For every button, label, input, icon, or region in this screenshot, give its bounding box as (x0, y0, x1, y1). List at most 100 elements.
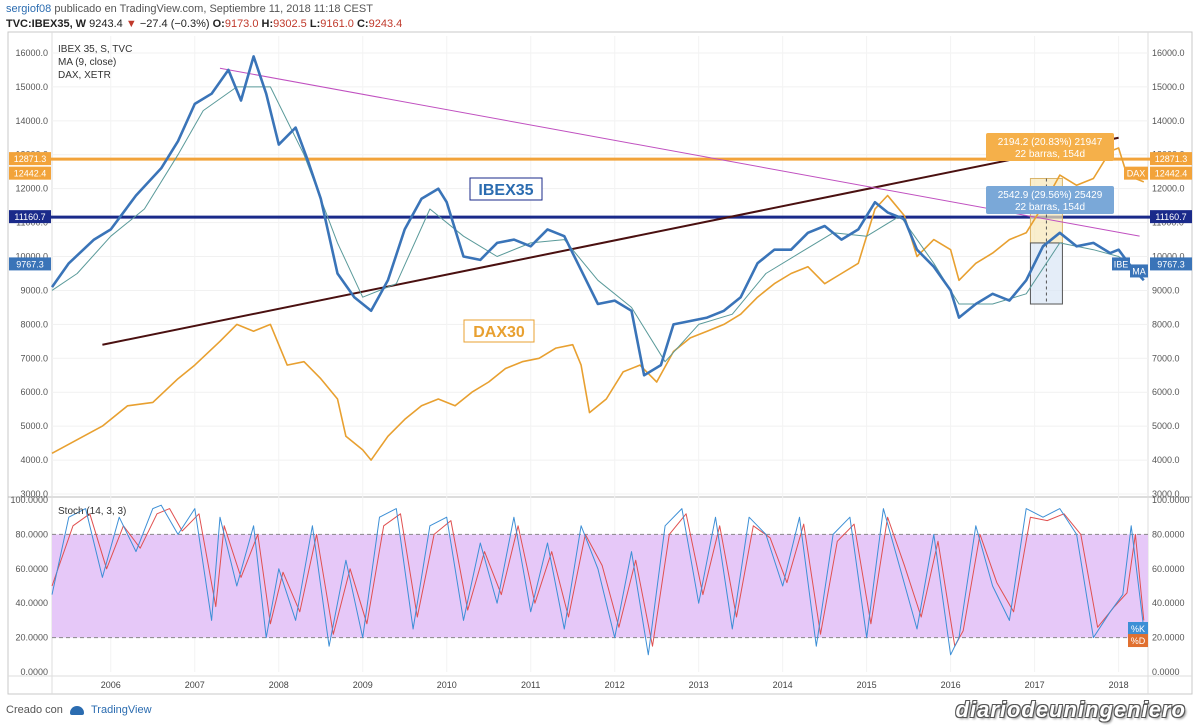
stoch-y-tick-right: 60.0000 (1152, 564, 1185, 574)
ibex-label: IBEX35 (478, 182, 533, 199)
stoch-k-line (51, 504, 1145, 656)
watermark: diariodeuningeniero (955, 697, 1186, 722)
y-tick-label-right: 9000.0 (1152, 285, 1180, 295)
dax-label-box (463, 319, 535, 343)
x-tick-label: 2006 (101, 680, 121, 690)
ma-end-tag: MA (1132, 266, 1146, 276)
stoch-y-tick-left: 40.0000 (15, 598, 48, 608)
x-tick-label: 2014 (773, 680, 793, 690)
left-orange-level-tag: 12871.3 (14, 154, 47, 164)
right-ibex-last-tag: 9767.3 (1157, 259, 1185, 269)
stoch-y-tick-left: 20.0000 (15, 633, 48, 643)
x-tick-label: 2010 (437, 680, 457, 690)
dax-series-line (51, 147, 1145, 461)
dax-measure-tooltip (986, 133, 1114, 161)
stoch-y-tick-left: 60.0000 (15, 564, 48, 574)
y-tick-label-left: 4000.0 (20, 455, 48, 465)
y-tick-label-right: 14000.0 (1152, 116, 1185, 126)
y-tick-label-left: 16000.0 (15, 48, 48, 58)
left-navy-level-tag: 11160.7 (14, 212, 45, 222)
ibe-end-tag-bg (1112, 257, 1130, 271)
ma-end-tag-bg (1130, 264, 1148, 278)
stoch-y-tick-right: 80.0000 (1152, 529, 1185, 539)
stoch-k-tag-bg (1128, 622, 1148, 635)
y-tick-label-right: 6000.0 (1152, 387, 1180, 397)
x-tick-label: 2007 (185, 680, 205, 690)
ibex-ma-line (51, 86, 1145, 363)
x-tick-label: 2013 (689, 680, 709, 690)
publish-info: sergiof08 publicado en TradingView.com, … (6, 3, 373, 15)
legend-ibex: IBEX 35, S, TVC (58, 44, 132, 55)
stoch-k-tag: %K (1131, 624, 1145, 634)
y-tick-label-right: 8000.0 (1152, 319, 1180, 329)
stoch-d-line (51, 508, 1145, 647)
symbol-info: TVC:IBEX35, W 9243.4 ▼ −27.4 (−0.3%) O:9… (6, 18, 402, 30)
low-label: L: (309, 18, 321, 30)
ibex-label-box (469, 177, 543, 201)
y-tick-label-right: 10000.0 (1152, 252, 1185, 262)
close-label: C: (356, 18, 369, 30)
footer: Creado con TradingView (6, 704, 152, 716)
ibe-end-tag: IBE (1114, 259, 1129, 269)
support-trendline (102, 136, 1119, 346)
y-tick-label-right: 12000.0 (1152, 184, 1185, 194)
right-orange-level-tag-bg (1150, 152, 1192, 166)
legend-dax: DAX, XETR (58, 70, 111, 81)
left-navy-level-tag-bg (9, 210, 51, 224)
tradingview-link[interactable]: TradingView (91, 704, 152, 716)
dax-label: DAX30 (473, 324, 525, 341)
x-tick-label: 2009 (353, 680, 373, 690)
dax-measure-text: 2194.2 (20.83%) 21947 (998, 137, 1103, 148)
last-price: 9243.4 (89, 18, 123, 30)
x-tick-label: 2017 (1025, 680, 1045, 690)
y-tick-label-left: 3000.0 (20, 489, 48, 499)
change-arrow: ▼ (125, 18, 137, 30)
stoch-y-tick-right: 20.0000 (1152, 633, 1185, 643)
right-navy-level-tag-bg (1150, 210, 1192, 224)
x-tick-label: 2012 (605, 680, 625, 690)
author-name[interactable]: sergiof08 (6, 3, 52, 15)
stoch-d-tag: %D (1131, 636, 1146, 646)
high-label: H: (261, 18, 274, 30)
right-orange-level2-tag-bg (1150, 166, 1192, 180)
dax-end-tag: DAX (1127, 169, 1146, 179)
symbol: TVC:IBEX35, W (6, 18, 87, 30)
low-value: 9161.0 (320, 18, 354, 30)
stoch-d-tag-bg (1128, 634, 1148, 648)
y-tick-label-right: 4000.0 (1152, 455, 1180, 465)
x-tick-label: 2011 (521, 680, 540, 690)
right-orange-level-tag: 12871.3 (1155, 154, 1188, 164)
stoch-y-tick-left: 80.0000 (15, 529, 48, 539)
x-tick-label: 2016 (941, 680, 961, 690)
ibex-measure-text: 2542.9 (29.56%) 25429 (998, 190, 1103, 201)
high-value: 9302.5 (273, 18, 307, 30)
left-ibex-last-tag: 9767.3 (16, 259, 44, 269)
y-tick-label-left: 8000.0 (20, 319, 48, 329)
ibex-measure-tooltip (986, 186, 1114, 214)
stoch-legend: Stoch (14, 3, 3) (58, 506, 126, 517)
published-text: publicado en TradingView.com, Septiembre… (54, 3, 373, 15)
y-tick-label-left: 15000.0 (15, 82, 48, 92)
y-tick-label-right: 7000.0 (1152, 353, 1180, 363)
right-navy-level-tag: 11160.7 (1155, 212, 1186, 222)
legend-ma: MA (9, close) (58, 57, 116, 68)
x-tick-label: 2015 (857, 680, 877, 690)
y-tick-label-right: 5000.0 (1152, 421, 1180, 431)
stoch-y-tick-right: 0.0000 (1152, 667, 1180, 677)
right-orange-level2-tag: 12442.4 (1155, 169, 1188, 179)
dax-end-tag-bg (1124, 166, 1148, 180)
stoch-y-tick-right: 40.0000 (1152, 598, 1185, 608)
open-label: O: (212, 18, 225, 30)
right-ibex-last-tag-bg (1150, 257, 1192, 271)
open-value: 9173.0 (224, 18, 259, 30)
left-orange-level-tag-bg (9, 152, 51, 166)
x-tick-label: 2008 (269, 680, 289, 690)
y-tick-label-right: 16000.0 (1152, 48, 1185, 58)
y-tick-label-left: 12000.0 (15, 184, 48, 194)
change-value: −27.4 (−0.3%) (139, 18, 210, 30)
y-tick-label-left: 10000.0 (15, 252, 48, 262)
ibex-measure-bars: 22 barras, 154d (1015, 202, 1085, 213)
stoch-y-tick-left: 100.0000 (10, 495, 48, 505)
dax-measure-bars: 22 barras, 154d (1015, 149, 1085, 160)
